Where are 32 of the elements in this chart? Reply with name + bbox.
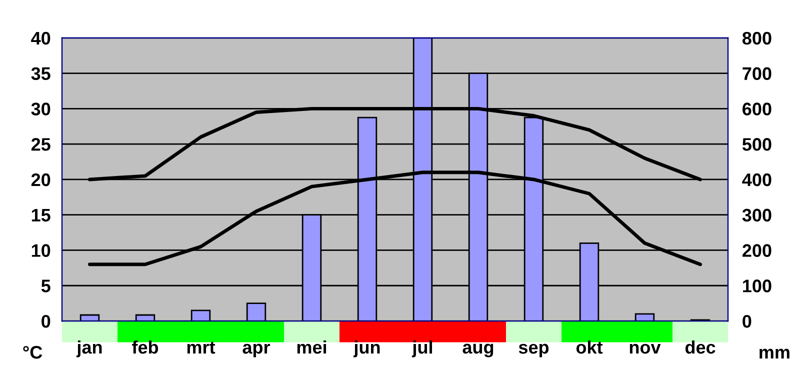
y-tick-label: 30 (31, 102, 50, 116)
y2-tick-label: 400 (742, 173, 772, 186)
y2-tick-label: 700 (742, 67, 772, 80)
y2-tick-label: 800 (742, 32, 772, 45)
x-tick-label: jul (412, 340, 432, 358)
y2-tick-label: 300 (742, 208, 772, 222)
y-tick-label: 20 (31, 173, 50, 186)
y2-tick-label: 100 (743, 280, 772, 292)
y-tick-label: 5 (41, 280, 50, 292)
y2-axis-title: mm (760, 348, 790, 359)
x-tick-label: jan (76, 340, 102, 358)
x-tick-label: feb (132, 340, 158, 354)
y-axis-title: °C (23, 346, 42, 359)
y-tick-label: 40 (31, 32, 50, 45)
x-tick-label: jun (353, 340, 380, 358)
y2-tick-label: 500 (742, 138, 772, 151)
x-tick-label: apr (242, 344, 270, 358)
y-tick-label: 35 (31, 67, 50, 80)
y-tick-label: 0 (42, 314, 50, 328)
y2-tick-label: 600 (742, 102, 772, 116)
y-tick-label: 25 (31, 138, 50, 151)
y2-tick-label: 0 (742, 314, 752, 328)
y-tick-label: 15 (32, 208, 50, 222)
x-tick-label: mrt (187, 342, 216, 354)
y2-tick-label: 200 (742, 244, 772, 257)
x-tick-label: dec (685, 340, 716, 354)
x-tick-label: nov (630, 344, 661, 354)
x-tick-label: sep (518, 344, 549, 358)
x-tick-label: okt (576, 340, 603, 354)
x-tick-label: mei (297, 340, 326, 354)
x-tick-label: aug (462, 344, 494, 358)
y-tick-label: 10 (32, 244, 50, 257)
